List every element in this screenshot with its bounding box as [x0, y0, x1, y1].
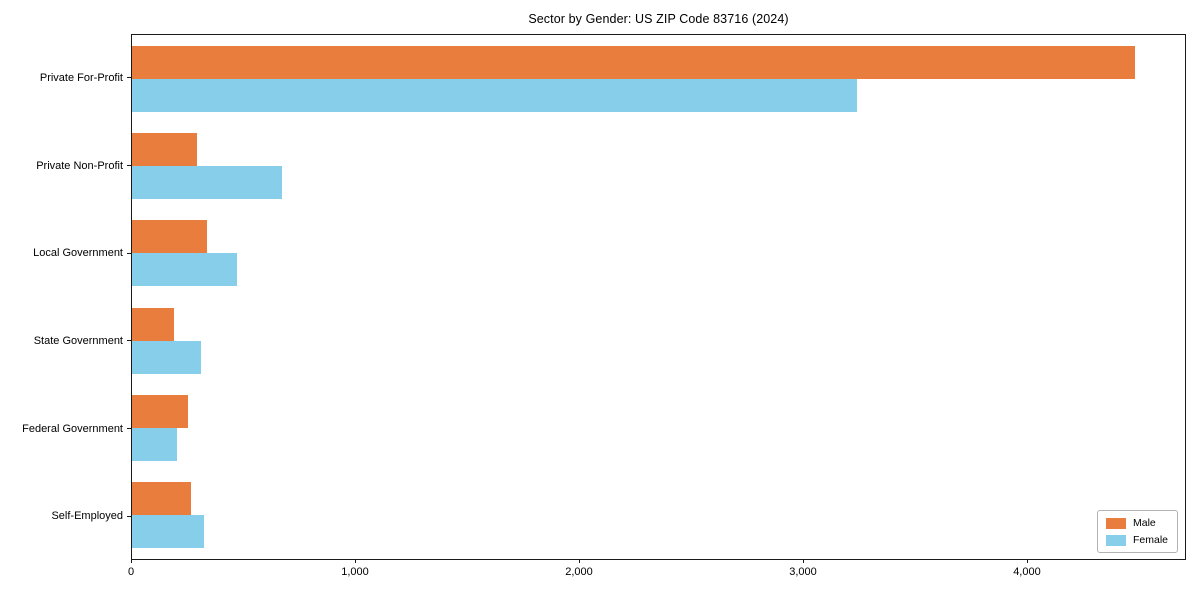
y-tick-label: Federal Government	[22, 422, 123, 435]
y-tick-mark	[127, 77, 131, 79]
legend-label: Female	[1132, 534, 1168, 546]
plot-area: Male Female	[131, 34, 1186, 560]
bar-female-self-employed	[132, 515, 204, 549]
legend-item-female: Female	[1105, 534, 1168, 546]
bar-male-state-government	[132, 307, 175, 341]
y-tick-mark	[127, 252, 131, 254]
bar-male-local-government	[132, 220, 207, 254]
bar-male-federal-government	[132, 394, 188, 428]
category-row-federal-government	[132, 384, 1185, 471]
y-axis: Private For-Profit Private Non-Profit Loca…	[0, 34, 131, 560]
y-tick-mark	[127, 340, 131, 342]
y-tick-mark	[127, 428, 131, 429]
y-tick-federal-government: Federal Government	[22, 423, 131, 435]
y-tick-private-for-profit: Private For-Profit	[40, 72, 131, 84]
y-tick-label: Private For-Profit	[39, 71, 123, 84]
y-tick-self-employed: Self-Employed	[51, 510, 131, 522]
y-tick-local-government: Local Government	[33, 247, 131, 259]
x-tick-label: 2,000	[565, 566, 593, 578]
category-row-self-employed	[132, 472, 1185, 559]
x-tick-mark	[1026, 559, 1028, 563]
legend-swatch-female	[1105, 534, 1126, 546]
chart-title: Sector by Gender: US ZIP Code 83716 (202…	[528, 12, 789, 26]
x-tick-mark	[131, 559, 132, 563]
bar-female-private-non-profit	[132, 165, 282, 199]
legend: Male Female	[1096, 510, 1178, 553]
bars-container	[132, 35, 1185, 559]
y-tick-label: Self-Employed	[51, 510, 123, 523]
legend-item-male: Male	[1105, 517, 1168, 529]
y-tick-state-government: State Government	[34, 335, 131, 347]
x-tick-mark	[802, 559, 804, 563]
bar-female-private-for-profit	[132, 78, 858, 112]
category-row-private-non-profit	[132, 122, 1185, 209]
legend-swatch-male	[1105, 517, 1126, 529]
y-tick-label: Local Government	[33, 247, 123, 260]
y-tick-mark	[127, 165, 131, 166]
bar-male-private-non-profit	[132, 132, 197, 166]
category-row-state-government	[132, 297, 1185, 384]
x-axis: 0 1,000 2,000 3,000 4,000	[127, 559, 1186, 591]
y-tick-mark	[127, 515, 131, 517]
category-row-private-for-profit	[132, 35, 1185, 122]
bar-male-self-employed	[132, 482, 192, 516]
x-tick-label: 0	[127, 566, 135, 578]
bar-female-federal-government	[132, 427, 177, 461]
x-tick-label: 4,000	[1013, 566, 1041, 578]
bar-female-state-government	[132, 340, 202, 374]
legend-label: Male	[1132, 517, 1156, 529]
y-tick-label: State Government	[33, 334, 123, 347]
y-tick-private-non-profit: Private Non-Profit	[36, 160, 131, 172]
bar-male-private-for-profit	[132, 45, 1135, 79]
category-row-local-government	[132, 210, 1185, 297]
x-tick-label: 1,000	[341, 566, 369, 578]
y-tick-label: Private Non-Profit	[36, 159, 123, 172]
x-tick-mark	[354, 559, 356, 563]
bar-female-local-government	[132, 253, 238, 287]
x-tick-mark	[578, 559, 580, 563]
x-tick-label: 3,000	[789, 566, 817, 578]
